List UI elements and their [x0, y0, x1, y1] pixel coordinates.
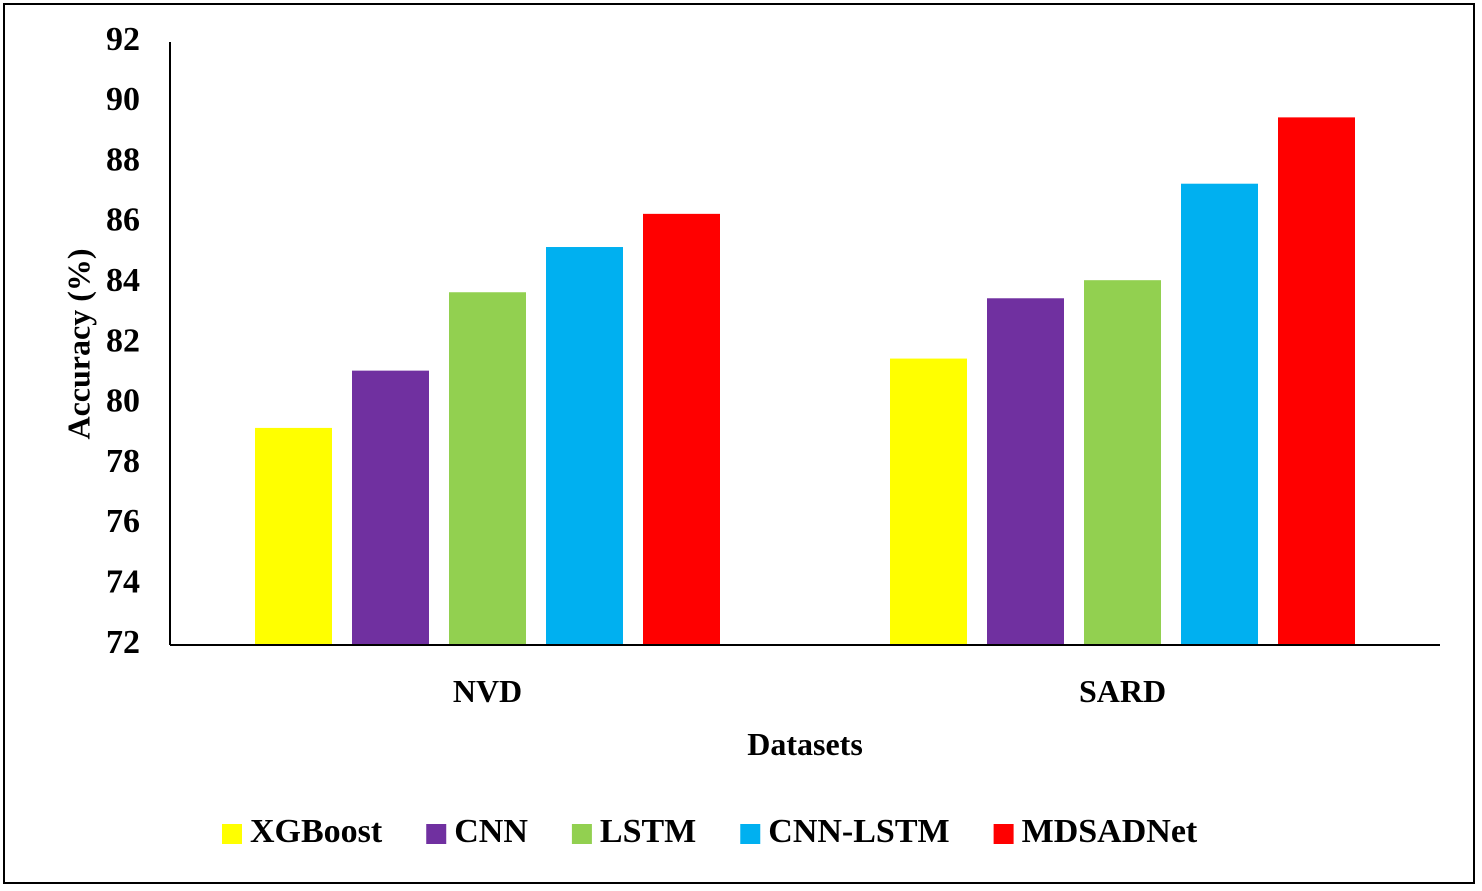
bar-mdsadnet-sard — [1278, 117, 1355, 645]
legend-label-lstm: LSTM — [600, 813, 696, 850]
y-tick-label: 84 — [106, 262, 140, 299]
y-tick-label: 82 — [106, 322, 140, 359]
legend-swatch-cnn — [426, 824, 447, 844]
y-tick-label: 72 — [106, 624, 140, 661]
y-tick-label: 88 — [106, 141, 140, 178]
legend-swatch-mdsadnet — [993, 824, 1014, 844]
x-axis-title: Datasets — [747, 726, 863, 762]
y-axis-title: Accuracy (%) — [60, 248, 96, 439]
bars-group — [255, 117, 1355, 646]
bar-xgboost-nvd — [255, 427, 332, 645]
y-tick-labels: 72 74 76 78 80 82 84 86 88 90 92 — [106, 21, 140, 661]
legend-swatch-lstm — [571, 824, 592, 844]
legend-swatch-xgboost — [222, 824, 242, 844]
y-tick-label: 80 — [106, 383, 140, 420]
bar-lstm-sard — [1084, 280, 1161, 645]
bar-mdsadnet-nvd — [643, 213, 720, 646]
y-tick-label: 92 — [106, 21, 140, 58]
legend-label-xgboost: XGBoost — [250, 813, 383, 850]
y-tick-label: 78 — [106, 443, 140, 480]
x-category-labels: NVD SARD — [453, 673, 1166, 709]
x-category-label: SARD — [1079, 673, 1166, 709]
legend-label-cnn-lstm: CNN-LSTM — [768, 813, 949, 850]
bar-cnn-nvd — [352, 370, 429, 645]
legend-label-mdsadnet: MDSADNet — [1022, 813, 1198, 850]
bar-cnn-sard — [987, 298, 1064, 645]
y-tick-label: 76 — [106, 503, 140, 540]
y-tick-label: 74 — [106, 563, 140, 600]
chart-frame — [3, 3, 1475, 884]
y-tick-label: 90 — [106, 81, 140, 118]
x-category-label: NVD — [453, 673, 522, 709]
legend-swatch-cnn-lstm — [740, 824, 761, 844]
y-tick-label: 86 — [106, 202, 140, 239]
bar-cnn-lstm-sard — [1181, 183, 1258, 645]
legend: XGBoost CNN LSTM CNN-LSTM MDSADNet — [222, 813, 1198, 850]
bar-xgboost-sard — [890, 358, 967, 645]
bar-cnn-lstm-nvd — [546, 247, 623, 645]
legend-label-cnn: CNN — [454, 813, 528, 850]
bar-lstm-nvd — [449, 292, 526, 645]
